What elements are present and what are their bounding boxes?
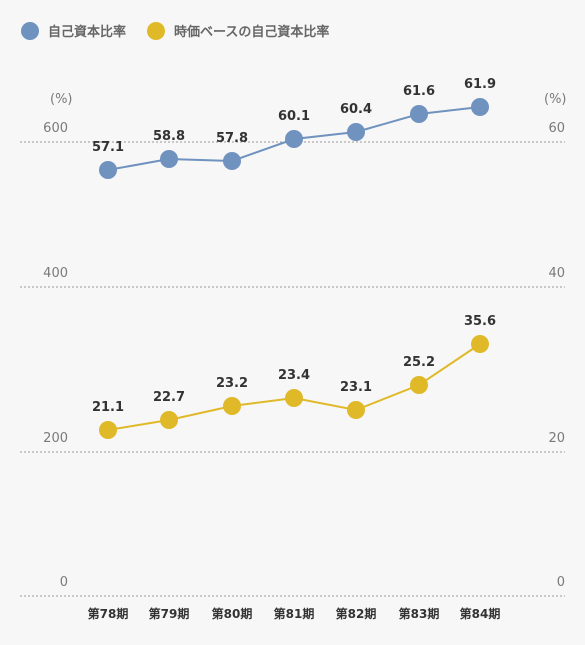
right-axis-unit: (%): [544, 92, 567, 107]
category-label: 第80期: [212, 606, 253, 621]
series-2-value-label: 23.4: [278, 368, 310, 383]
category-label: 第83期: [399, 606, 440, 621]
series-1-value-label: 61.6: [403, 84, 435, 99]
series-1-point: [99, 161, 117, 179]
series-1-point: [347, 123, 365, 141]
legend: 自己資本比率 時価ベースの自己資本比率: [21, 22, 329, 40]
category-label: 第82期: [336, 606, 377, 621]
series-2-value-label: 21.1: [92, 400, 124, 415]
right-tick-label: 40: [548, 266, 565, 281]
series-1-value-label: 60.4: [340, 102, 372, 117]
series-1-point: [471, 98, 489, 116]
series-2-point: [160, 411, 178, 429]
series-1-point: [410, 105, 428, 123]
legend-label-2: 時価ベースの自己資本比率: [174, 24, 329, 40]
category-label: 第81期: [274, 606, 315, 621]
left-tick-label: 600: [43, 121, 68, 136]
series-1-point: [160, 150, 178, 168]
labels-layer: 57.1 58.8 57.8 60.1 60.4 61.6 61.9 21.1 22.7 23.2…: [92, 77, 496, 415]
legend-marker-2: [147, 22, 165, 40]
legend-label-1: 自己資本比率: [48, 24, 126, 40]
left-tick-label: 400: [43, 266, 68, 281]
left-tick-label: 200: [43, 431, 68, 446]
series-1-value-label: 58.8: [153, 129, 185, 144]
series-2-value-label: 22.7: [153, 390, 185, 405]
series-1-value-label: 60.1: [278, 109, 310, 124]
series-1-value-label: 57.8: [216, 131, 248, 146]
series-2-point: [347, 401, 365, 419]
series-1-value-label: 57.1: [92, 140, 124, 155]
series-layer: [99, 98, 489, 439]
series-2-value-label: 25.2: [403, 355, 435, 370]
series-2-point: [471, 335, 489, 353]
legend-marker-1: [21, 22, 39, 40]
series-2-point: [223, 397, 241, 415]
right-tick-label: 20: [548, 431, 565, 446]
category-label: 第78期: [88, 606, 129, 621]
series-1-point: [285, 130, 303, 148]
series-2-point: [285, 389, 303, 407]
series-1-value-label: 61.9: [464, 77, 496, 92]
category-label: 第79期: [149, 606, 190, 621]
axes: (%) (%)600 60400 40200 200 0第78期 第79期 第80期 第81期第…: [20, 92, 567, 621]
series-2-value-label: 35.6: [464, 314, 496, 329]
series-1-point: [223, 152, 241, 170]
series-2-value-label: 23.1: [340, 380, 372, 395]
left-axis-unit: (%): [50, 92, 73, 107]
series-2-value-label: 23.2: [216, 376, 248, 391]
left-tick-label: 0: [60, 575, 68, 590]
category-label: 第84期: [460, 606, 501, 621]
right-tick-label: 60: [548, 121, 565, 136]
series-2-point: [99, 421, 117, 439]
series-2-point: [410, 376, 428, 394]
right-tick-label: 0: [557, 575, 565, 590]
